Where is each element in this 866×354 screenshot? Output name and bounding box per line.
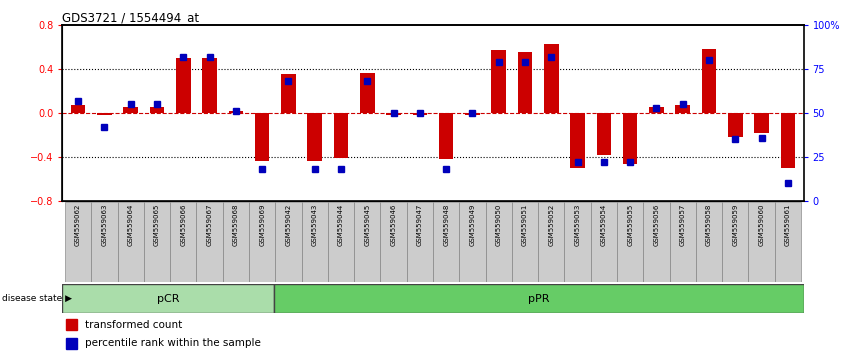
Bar: [66, 338, 77, 349]
Text: GSM559043: GSM559043: [312, 204, 318, 246]
Bar: [696, 202, 722, 282]
Text: GSM559050: GSM559050: [495, 204, 501, 246]
Bar: [150, 107, 165, 113]
Bar: [544, 44, 559, 113]
Text: GSM559064: GSM559064: [127, 204, 133, 246]
Bar: [565, 202, 591, 282]
Bar: [754, 113, 769, 133]
Bar: [62, 284, 275, 313]
Bar: [675, 105, 690, 113]
Bar: [433, 202, 459, 282]
Text: GSM559067: GSM559067: [207, 204, 212, 246]
Bar: [748, 202, 775, 282]
Bar: [412, 113, 427, 115]
Bar: [281, 74, 295, 113]
Text: GSM559069: GSM559069: [259, 204, 265, 246]
Text: GSM559044: GSM559044: [338, 204, 344, 246]
Text: percentile rank within the sample: percentile rank within the sample: [85, 338, 261, 348]
Text: GDS3721 / 1554494_at: GDS3721 / 1554494_at: [62, 11, 199, 24]
Text: GSM559048: GSM559048: [443, 204, 449, 246]
Bar: [354, 202, 380, 282]
Bar: [439, 113, 454, 159]
Bar: [307, 113, 322, 161]
Bar: [669, 202, 696, 282]
Bar: [407, 202, 433, 282]
Bar: [255, 113, 269, 161]
Text: GSM559065: GSM559065: [154, 204, 160, 246]
Text: GSM559046: GSM559046: [391, 204, 397, 246]
Bar: [512, 202, 538, 282]
Text: GSM559053: GSM559053: [574, 204, 580, 246]
Text: transformed count: transformed count: [85, 320, 182, 330]
Bar: [780, 113, 795, 168]
Bar: [71, 105, 86, 113]
Text: disease state ▶: disease state ▶: [2, 294, 72, 303]
Bar: [223, 202, 249, 282]
Text: GSM559068: GSM559068: [233, 204, 239, 246]
Bar: [617, 202, 643, 282]
Bar: [65, 202, 91, 282]
Bar: [301, 202, 328, 282]
Bar: [197, 202, 223, 282]
Text: GSM559059: GSM559059: [733, 204, 739, 246]
Bar: [360, 73, 374, 113]
Bar: [249, 202, 275, 282]
Bar: [144, 202, 170, 282]
Bar: [643, 202, 669, 282]
Bar: [203, 58, 216, 113]
Bar: [124, 107, 138, 113]
Text: GSM559049: GSM559049: [469, 204, 475, 246]
Bar: [538, 202, 565, 282]
Text: GSM559047: GSM559047: [417, 204, 423, 246]
Bar: [97, 113, 112, 115]
Text: GSM559060: GSM559060: [759, 204, 765, 246]
Bar: [591, 202, 617, 282]
Text: GSM559058: GSM559058: [706, 204, 712, 246]
Bar: [465, 113, 480, 115]
Bar: [518, 52, 533, 113]
Text: pCR: pCR: [157, 294, 179, 304]
Bar: [66, 319, 77, 330]
Bar: [176, 58, 191, 113]
Bar: [623, 113, 637, 164]
Text: GSM559055: GSM559055: [627, 204, 633, 246]
Bar: [492, 50, 506, 113]
Text: GSM559051: GSM559051: [522, 204, 528, 246]
Text: GSM559062: GSM559062: [75, 204, 81, 246]
Bar: [328, 202, 354, 282]
Bar: [118, 202, 144, 282]
Text: GSM559061: GSM559061: [785, 204, 791, 246]
Text: GSM559063: GSM559063: [101, 204, 107, 246]
Text: GSM559056: GSM559056: [654, 204, 659, 246]
Text: GSM559042: GSM559042: [286, 204, 292, 246]
Bar: [275, 284, 804, 313]
Bar: [380, 202, 407, 282]
Bar: [597, 113, 611, 155]
Bar: [775, 202, 801, 282]
Bar: [459, 202, 486, 282]
Bar: [170, 202, 197, 282]
Bar: [650, 107, 663, 113]
Text: GSM559052: GSM559052: [548, 204, 554, 246]
Bar: [229, 111, 243, 113]
Text: GSM559054: GSM559054: [601, 204, 607, 246]
Bar: [571, 113, 585, 168]
Bar: [386, 113, 401, 115]
Bar: [722, 202, 748, 282]
Bar: [701, 49, 716, 113]
Text: pPR: pPR: [528, 294, 550, 304]
Text: GSM559045: GSM559045: [365, 204, 371, 246]
Bar: [333, 113, 348, 158]
Text: GSM559066: GSM559066: [180, 204, 186, 246]
Bar: [275, 202, 301, 282]
Text: GSM559057: GSM559057: [680, 204, 686, 246]
Bar: [91, 202, 118, 282]
Bar: [486, 202, 512, 282]
Bar: [728, 113, 742, 137]
